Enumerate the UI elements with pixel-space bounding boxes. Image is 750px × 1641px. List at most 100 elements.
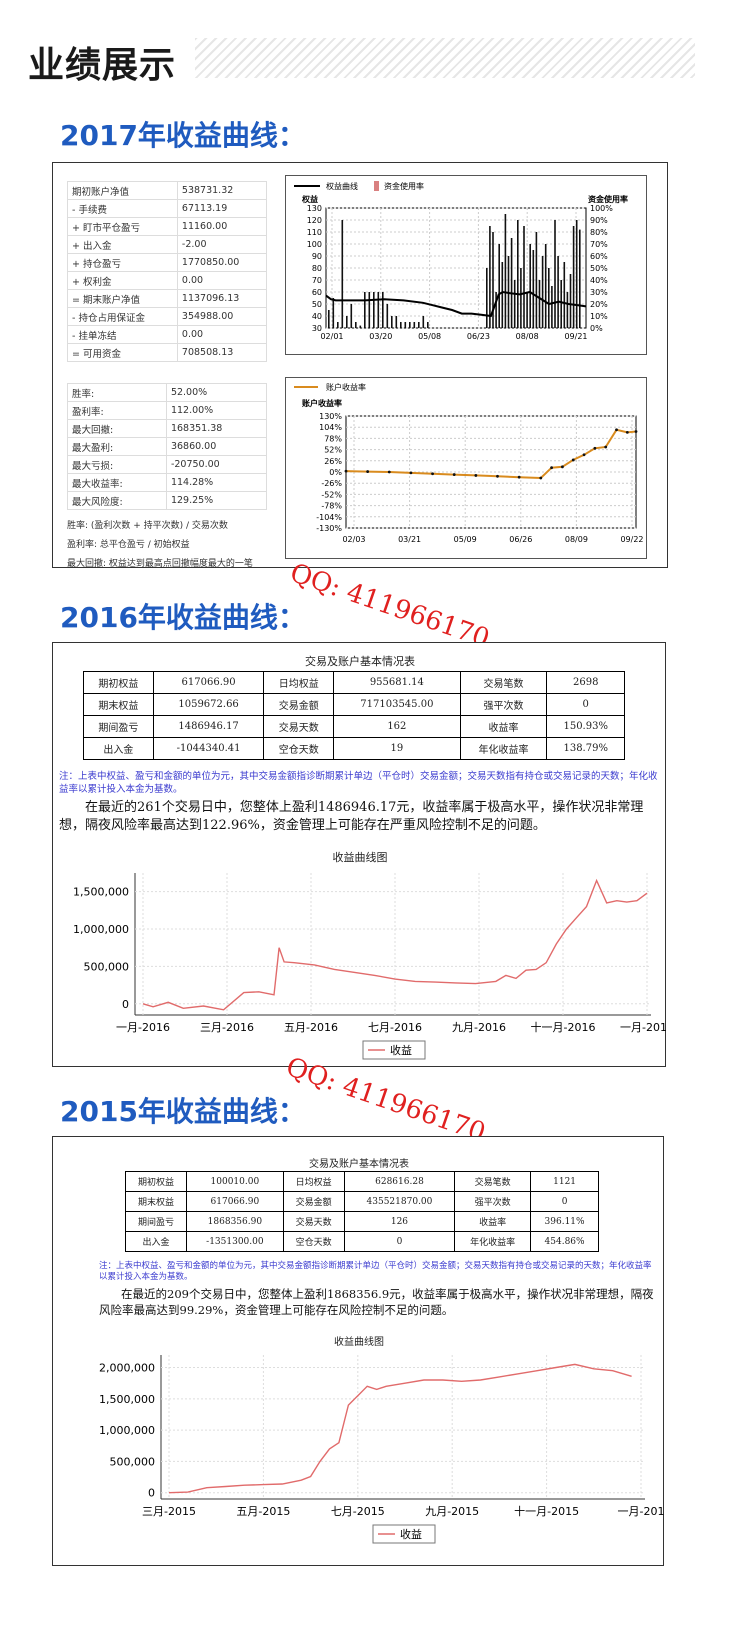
account-row: + 出入金 -2.00: [67, 235, 268, 254]
legend-label: 收益: [400, 1527, 422, 1541]
stat-row: 最大回撤: 168351.38: [67, 419, 268, 438]
return-chart-box-2017: 账户收益率 账户收益率 130% 104% 78% 52% 26% 0% -26% -52% -78…: [285, 377, 647, 559]
paragraph-2015: 在最近的209个交易日中，您整体上盈利1868356.9元，收益率属于极高水平，…: [99, 1287, 654, 1317]
summary-label: 强平次数: [459, 693, 548, 716]
usage-bar: [346, 316, 348, 328]
summary-label: 空仓天数: [282, 1231, 345, 1252]
account-value: 354988.00: [176, 307, 268, 326]
header-hatch-decoration: [195, 38, 695, 78]
usage-bar: [328, 310, 330, 328]
x-tick-label: 一月-2017: [620, 1021, 667, 1034]
y-tick-label: 80: [312, 264, 322, 273]
stat-value: 112.00%: [165, 401, 268, 420]
stat-label: 最大亏损:: [67, 455, 167, 474]
usage-bar: [413, 322, 416, 328]
usage-bar: [579, 229, 581, 328]
stat-row: 盈利率: 112.00%: [67, 401, 268, 420]
usage-bar: [422, 316, 425, 328]
y2-tick-label: 60%: [590, 252, 608, 261]
summary-value: 150.93%: [546, 715, 625, 738]
usage-bar: [541, 256, 544, 328]
summary-value: 617066.90: [186, 1191, 284, 1212]
summary-value: 0: [546, 693, 625, 716]
account-row: - 挂单冻结 0.00: [67, 325, 268, 344]
summary-row: 出入金 -1351300.00 空仓天数 0 年化收益率 454.86%: [124, 1231, 599, 1252]
equity-chart-box-2017: 权益曲线 资金使用率 权益 资金使用率 130 100% 120 90% 110 80% 100 70…: [285, 175, 647, 355]
y-tick-label: 500,000: [84, 960, 130, 973]
summary-label: 期间盈亏: [124, 1211, 188, 1232]
summary-value: 435521870.00: [343, 1191, 456, 1212]
y-tick-label: 30: [312, 324, 322, 333]
x-tick-label: 九月-2016: [452, 1021, 506, 1034]
account-row: - 手续费 67113.19: [67, 199, 268, 218]
summary-value: 628616.28: [343, 1171, 456, 1192]
y-tick-label: 110: [307, 228, 322, 237]
summary-value: 162: [333, 715, 461, 738]
y2-tick-label: 40%: [590, 276, 608, 285]
summary-value: 0: [530, 1191, 599, 1212]
y-tick-label: 1,500,000: [99, 1393, 155, 1406]
summary-value: 126: [343, 1211, 456, 1232]
usage-bar: [498, 244, 500, 328]
return-point: [431, 472, 434, 476]
x-tick-label: 五月-2016: [284, 1021, 338, 1034]
usage-bar: [391, 316, 393, 328]
summary-label: 交易笔数: [454, 1171, 532, 1192]
summary-label: 日均权益: [263, 671, 335, 694]
y-tick-label: 60: [312, 288, 322, 297]
usage-bar: [513, 280, 516, 328]
x-tick-label: 08/08: [516, 332, 539, 341]
stat-row: 最大亏损: -20750.00: [67, 455, 268, 474]
usage-bar: [529, 244, 531, 328]
summary-row: 期末权益 617066.90 交易金额 435521870.00 强平次数 0: [124, 1191, 599, 1212]
x-tick-label: 06/26: [509, 535, 532, 544]
stat-value: 52.00%: [165, 383, 268, 402]
return-point: [561, 465, 564, 469]
usage-bar: [409, 322, 411, 328]
usage-bar: [566, 292, 569, 328]
x-tick-label: 03/20: [369, 332, 392, 341]
usage-bar: [495, 292, 497, 328]
summary-value: 0: [343, 1231, 456, 1252]
section-title-2016: 2016年收益曲线：: [60, 601, 306, 634]
x-tick-label: 09/22: [620, 535, 643, 544]
panel-2015: 交易及账户基本情况表 期初权益 100010.00 日均权益 628616.28 交易笔…: [52, 1136, 664, 1566]
y-axis-label: 账户收益率: [301, 398, 342, 408]
usage-bar: [400, 322, 402, 328]
x-tick-label: 05/08: [418, 332, 441, 341]
summary-label: 交易天数: [263, 715, 335, 738]
y-tick-label: 26%: [324, 457, 342, 466]
summary-label: 强平次数: [454, 1191, 532, 1212]
note-2016: 注：上表中权益、盈亏和金额的单位为元，其中交易金额指诊断期累计单边（平仓时）交易…: [59, 771, 658, 795]
account-value: 1137096.13: [176, 289, 268, 308]
summary-value: 1486946.17: [152, 715, 265, 738]
section-title-2017: 2017年收益曲线：: [60, 119, 306, 152]
return-rate-chart-2017: 账户收益率账户收益率130%104%78%52%26%0%-26%-52%-78…: [294, 382, 644, 544]
account-row: + 持仓盈亏 1770850.00: [67, 253, 268, 272]
summary-row: 期初权益 100010.00 日均权益 628616.28 交易笔数 1121: [124, 1171, 599, 1192]
y-tick-label: 104%: [319, 423, 342, 432]
account-label: = 期末账户净值: [67, 289, 178, 308]
equity-line: [325, 290, 587, 318]
y-tick-label: 1,500,000: [73, 886, 129, 899]
summary-label: 交易金额: [282, 1191, 345, 1212]
x-tick-label: 三月-2015: [142, 1505, 196, 1518]
return-point: [615, 428, 618, 432]
account-row: + 盯市平仓盈亏 11160.00: [67, 217, 268, 236]
account-value: 11160.00: [176, 217, 268, 236]
summary-label: 出入金: [83, 737, 154, 760]
return-point: [539, 476, 543, 480]
summary-value: 955681.14: [333, 671, 461, 694]
stat-label: 最大风险度:: [67, 491, 167, 510]
stat-row: 胜率: 52.00%: [67, 383, 268, 402]
usage-bar: [492, 232, 494, 328]
x-tick-label: 一月-2016: [116, 1021, 170, 1034]
y2-tick-label: 10%: [590, 312, 608, 321]
usage-bar: [373, 292, 375, 328]
account-label: - 持仓占用保证金: [67, 307, 178, 326]
panel-2016: 交易及账户基本情况表 期初权益 617066.90 日均权益 955681.14 交易笔…: [52, 642, 667, 1067]
summary-value: 454.86%: [530, 1231, 599, 1252]
y-tick-label: 130%: [319, 412, 342, 421]
account-label: + 权利金: [67, 271, 178, 290]
